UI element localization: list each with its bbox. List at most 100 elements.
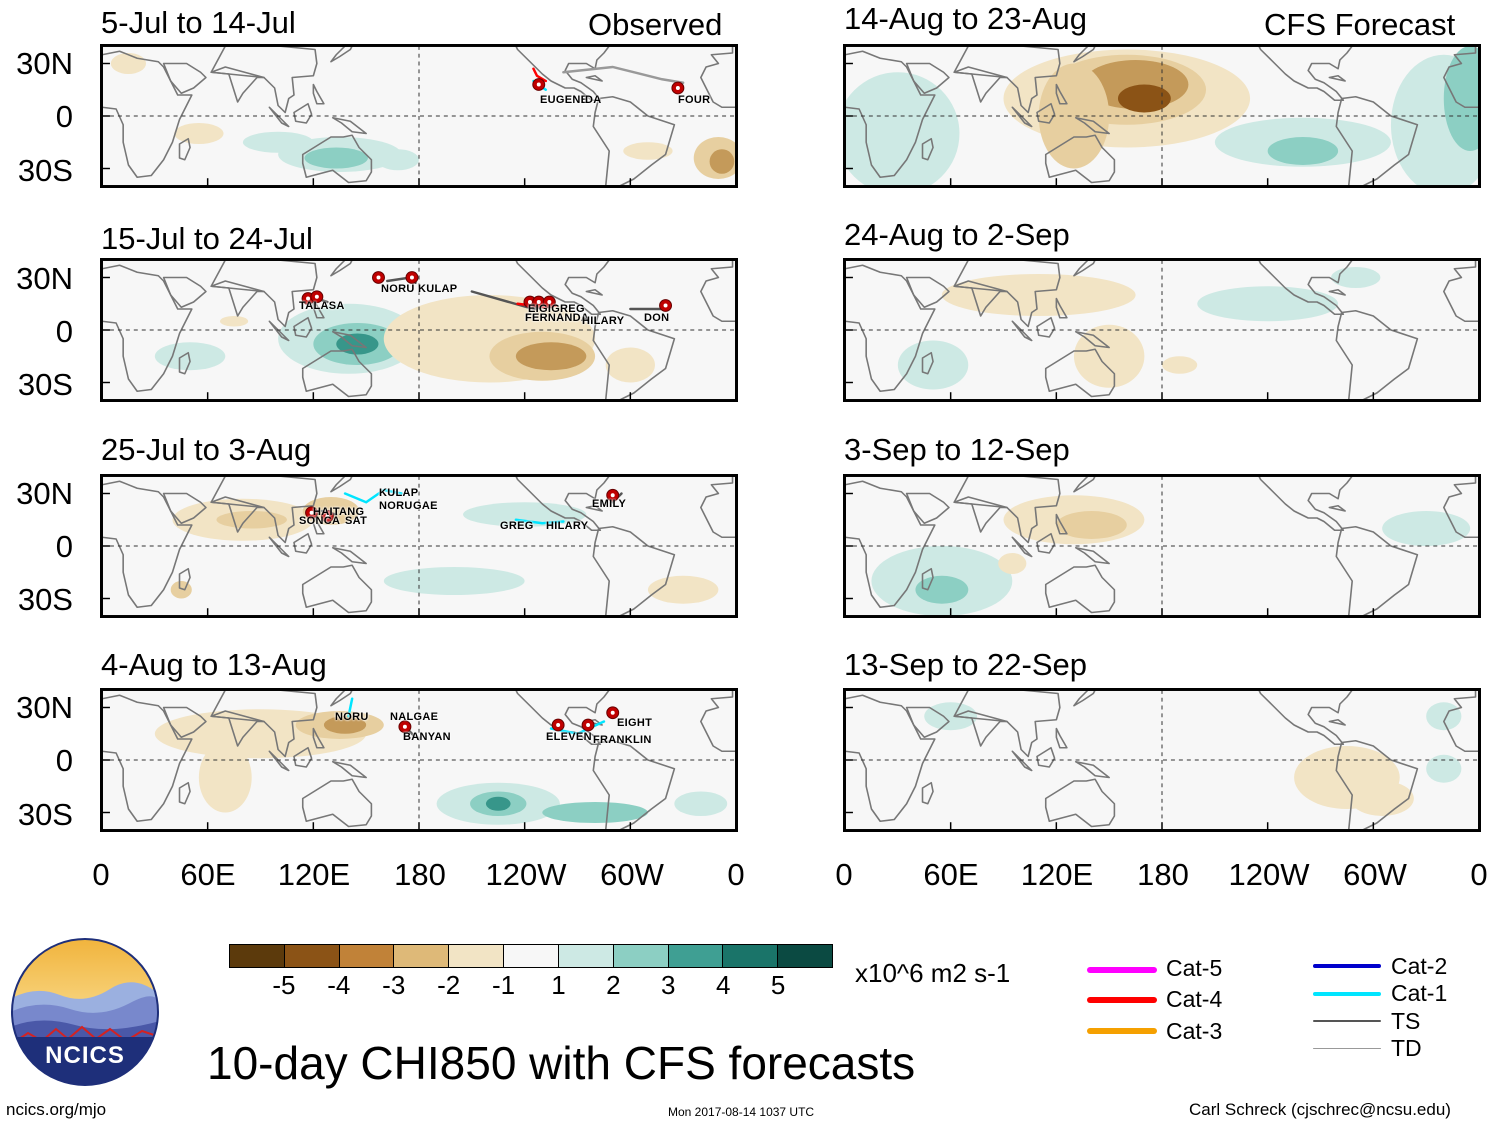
panel-title-3: 25-Jul to 3-Aug — [101, 433, 311, 467]
storm-label: NALGAE — [390, 711, 438, 723]
legend-label-cat4: Cat-4 — [1166, 986, 1222, 1012]
main-title: 10-day CHI850 with CFS forecasts — [207, 1036, 915, 1090]
storm-label: EMILY — [592, 498, 626, 510]
colorbar-tick-label: -4 — [319, 970, 359, 1000]
anomaly-contour — [674, 792, 727, 817]
map-svg — [845, 690, 1479, 830]
storm-label: BANYAN — [403, 731, 451, 743]
colorbar-tick-label: -3 — [374, 970, 414, 1000]
legend-swatch-cat4 — [1087, 997, 1157, 1003]
lat-label-30s: 30S — [5, 154, 73, 188]
anomaly-contour — [1268, 137, 1338, 165]
anomaly-contour — [924, 702, 977, 730]
anomaly-contour — [516, 342, 586, 370]
anomaly-contour — [171, 581, 192, 599]
storm-marker-icon — [660, 300, 672, 312]
colorbar-units: x10^6 m2 s-1 — [855, 958, 1010, 989]
panel-title-5: 14-Aug to 23-Aug — [844, 2, 1087, 36]
lat-label-eq: 0 — [5, 744, 73, 778]
legend-swatch-cat3 — [1087, 1028, 1157, 1034]
anomaly-contour — [942, 274, 1136, 316]
colorbar-swatch — [614, 945, 669, 967]
colorbar — [229, 944, 833, 968]
anomaly-contour — [898, 341, 968, 390]
storm-label: HAITANG — [313, 506, 364, 518]
storm-marker-icon — [672, 82, 684, 94]
observed-label: Observed — [588, 8, 722, 42]
storm-label: ELEVEN — [546, 731, 592, 743]
anomaly-contour — [155, 342, 225, 370]
legend-label-cat1: Cat-1 — [1391, 980, 1447, 1006]
storm-marker-icon — [406, 272, 418, 284]
lon-label-0: 0 — [56, 858, 146, 892]
legend-swatch-td — [1313, 1048, 1381, 1049]
colorbar-tick-label: 5 — [758, 970, 798, 1000]
colorbar-tick-label: -2 — [429, 970, 469, 1000]
lon-label-120e: 120E — [269, 858, 359, 892]
storm-label: KULAP — [379, 487, 418, 499]
footer-timestamp: Mon 2017-08-14 1037 UTC — [668, 1105, 814, 1119]
colorbar-swatch — [394, 945, 449, 967]
lat-label-30s: 30S — [5, 798, 73, 832]
anomaly-contour — [1426, 755, 1461, 783]
colorbar-tick-label: 1 — [538, 970, 578, 1000]
map-svg — [845, 46, 1479, 186]
panel-title-7: 3-Sep to 12-Sep — [844, 433, 1070, 467]
map-panel-observed-3 — [100, 474, 738, 618]
colorbar-swatch — [340, 945, 395, 967]
storm-label: TALASA — [299, 300, 345, 312]
colorbar-tick-label: -1 — [484, 970, 524, 1000]
panel-title-2: 15-Jul to 24-Jul — [101, 222, 313, 256]
map-panel-observed-4 — [100, 688, 738, 832]
footer-link[interactable]: ncics.org/mjo — [6, 1100, 106, 1120]
lat-label-30n: 30N — [5, 262, 73, 296]
storm-label: FRANKLIN — [593, 734, 652, 746]
anomaly-contour — [998, 553, 1026, 574]
anomaly-contour — [1162, 356, 1197, 374]
footer-author: Carl Schreck (cjschrec@ncsu.edu) — [1189, 1100, 1451, 1120]
storm-label: NORU — [379, 500, 413, 512]
lat-label-30n: 30N — [5, 691, 73, 725]
ncics-logo: NCICS — [10, 937, 160, 1087]
storm-label: EIGHT — [617, 717, 652, 729]
map-panel-observed-1 — [100, 44, 738, 188]
map-panel-observed-2 — [100, 258, 738, 402]
storm-label: DON — [644, 312, 669, 324]
anomaly-contour — [384, 567, 525, 595]
lon-label-60w: 60W — [587, 858, 677, 892]
legend-label-ts: TS — [1391, 1008, 1420, 1034]
anomaly-contour — [623, 142, 672, 160]
lon-label-180: 180 — [375, 858, 465, 892]
lat-label-30n: 30N — [5, 477, 73, 511]
storm-label: NORU — [381, 283, 415, 295]
storm-label: HILARY — [582, 315, 624, 327]
map-svg — [845, 476, 1479, 616]
colorbar-tick-label: -5 — [264, 970, 304, 1000]
lon-label-60w: 60W — [1330, 858, 1420, 892]
storm-label: HILARY — [546, 520, 588, 532]
storm-label: GREG — [500, 520, 534, 532]
storm-marker-icon — [373, 272, 385, 284]
lat-label-eq: 0 — [5, 100, 73, 134]
colorbar-swatch — [669, 945, 724, 967]
lon-label-120w: 120W — [481, 858, 571, 892]
lon-label-180: 180 — [1118, 858, 1208, 892]
storm-label: GAE — [413, 500, 438, 512]
legend-label-td: TD — [1391, 1035, 1422, 1061]
map-svg — [102, 476, 736, 616]
anomaly-contour — [1056, 511, 1126, 539]
anomaly-contour — [377, 149, 419, 170]
lat-label-eq: 0 — [5, 315, 73, 349]
anomaly-contour — [199, 743, 252, 813]
colorbar-swatch — [449, 945, 504, 967]
legend-label-cat5: Cat-5 — [1166, 955, 1222, 981]
colorbar-tick-label: 2 — [593, 970, 633, 1000]
map-svg — [102, 46, 736, 186]
colorbar-swatch — [230, 945, 285, 967]
lat-label-eq: 0 — [5, 530, 73, 564]
legend-swatch-cat2 — [1313, 964, 1381, 968]
anomaly-contour — [174, 123, 223, 144]
legend-label-cat3: Cat-3 — [1166, 1018, 1222, 1044]
anomaly-contour — [606, 348, 655, 383]
anomaly-contour — [1197, 286, 1338, 321]
